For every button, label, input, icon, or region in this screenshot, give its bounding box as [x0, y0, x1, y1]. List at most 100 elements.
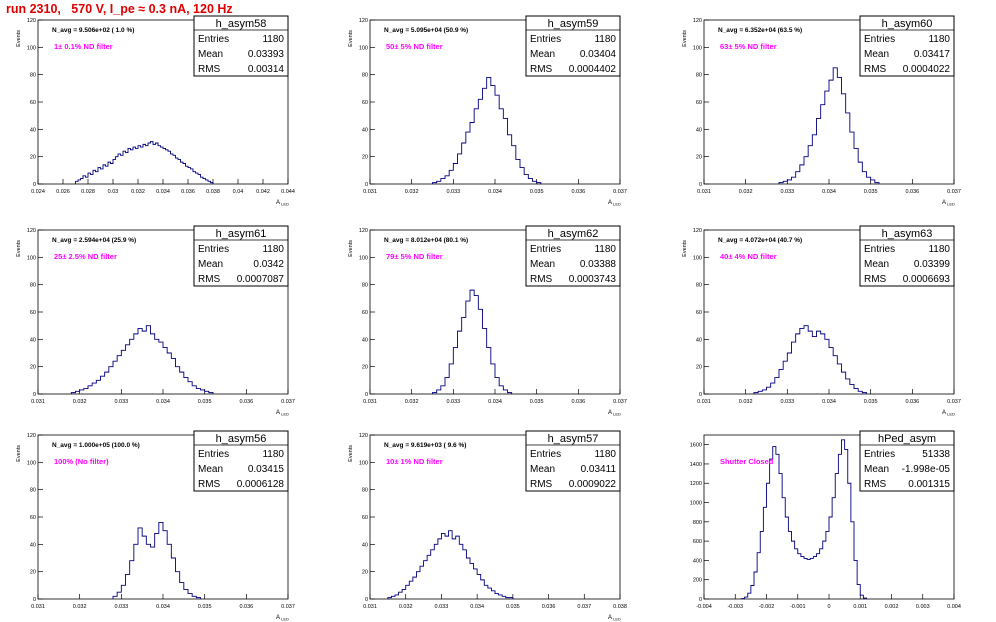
x-tick-label: 0.033 — [435, 604, 449, 610]
x-tick-label: 0.036 — [239, 399, 253, 405]
histogram-line — [753, 325, 867, 394]
x-tick-label: 0.042 — [256, 189, 270, 195]
y-tick-label: 40 — [696, 337, 702, 343]
histogram-panel-h_asym56: 0 20 40 60 80 100 120 0.031 0.032 0.033 0.034 0.035… — [16, 430, 295, 622]
histogram-panel-h_asym60: 0 20 40 60 80 100 120 0.031 0.032 0.033 0.034 0.035… — [682, 15, 961, 207]
y-tick-label: 80 — [30, 488, 36, 494]
x-tick-label: 0.04 — [233, 189, 244, 195]
n-avg-label: N_avg = 5.095e+04 (50.9 %) — [384, 27, 468, 34]
x-tick-label: 0.032 — [739, 189, 753, 195]
stat-mean-label: Mean — [530, 49, 555, 60]
x-tick-label: 0.034 — [822, 399, 836, 405]
stat-mean-label: Mean — [530, 464, 555, 475]
y-tick-label: 60 — [362, 310, 368, 316]
x-tick-label: 0.032 — [73, 604, 87, 610]
stat-entries-label: Entries — [864, 34, 895, 45]
y-axis-label: Events — [16, 240, 22, 257]
histogram-panel-h_asym61: 0 20 40 60 80 100 120 0.031 0.032 0.033 0.034 0.035… — [16, 225, 295, 417]
y-tick-label: 60 — [30, 100, 36, 106]
y-tick-label: 400 — [693, 558, 702, 564]
y-tick-label: 100 — [693, 45, 702, 51]
x-axis-label: A LED — [942, 200, 955, 207]
y-tick-label: 0 — [365, 597, 368, 603]
stat-mean-value: -1.998e-05 — [902, 464, 951, 475]
x-tick-label: 0.036 — [239, 604, 253, 610]
stat-entries-value: 1180 — [594, 449, 616, 460]
y-tick-label: 100 — [27, 45, 36, 51]
y-tick-label: 0 — [33, 597, 36, 603]
x-tick-label: 0.031 — [697, 189, 711, 195]
stats-box-frame — [193, 430, 289, 492]
stat-entries-label: Entries — [864, 244, 895, 255]
x-tick-label: 0.037 — [281, 604, 295, 610]
x-tick-label: 0.035 — [864, 399, 878, 405]
x-tick-label: 0.037 — [613, 189, 627, 195]
histogram-name: h_asym60 — [882, 18, 933, 30]
histogram-line — [741, 439, 867, 599]
y-tick-label: 40 — [30, 542, 36, 548]
histogram-panel-h_asym63: 0 20 40 60 80 100 120 0.031 0.032 0.033 0.034 0.035… — [682, 225, 961, 417]
x-axis-label: A LED — [608, 615, 621, 622]
x-tick-label: 0.037 — [613, 399, 627, 405]
histogram-panel-h_asym57: 0 20 40 60 80 100 120 0.031 0.032 0.033 0.034 0.035… — [348, 430, 627, 622]
y-tick-label: 40 — [362, 127, 368, 133]
histogram-name: h_asym63 — [882, 228, 933, 240]
stat-rms-value: 0.0007087 — [237, 274, 285, 285]
x-axis-label: A LED — [276, 615, 289, 622]
x-tick-label: 0.032 — [739, 399, 753, 405]
y-tick-label: 80 — [362, 488, 368, 494]
stat-entries-label: Entries — [198, 449, 229, 460]
filter-label: 100% (No filter) — [54, 457, 109, 466]
stats-box-frame — [859, 430, 955, 492]
y-tick-label: 40 — [362, 337, 368, 343]
n-avg-label: N_avg = 1.000e+05 (100.0 %) — [52, 442, 140, 449]
x-tick-label: 0.004 — [947, 604, 961, 610]
stats-box-frame — [193, 15, 289, 77]
y-tick-label: 20 — [696, 365, 702, 371]
x-tick-label: 0.031 — [31, 604, 45, 610]
y-tick-label: 60 — [696, 100, 702, 106]
y-tick-label: 120 — [27, 18, 36, 24]
x-tick-label: 0.001 — [853, 604, 867, 610]
y-tick-label: 120 — [27, 433, 36, 439]
y-tick-label: 100 — [359, 255, 368, 261]
x-tick-label: 0.033 — [780, 189, 794, 195]
y-tick-label: 100 — [27, 255, 36, 261]
y-tick-label: 80 — [362, 283, 368, 289]
histogram-panel-hPed_asym: 0 200 400 600 800 1000 1200 1400 1600 -0.004 -0.00… — [690, 430, 961, 610]
x-tick-label: 0 — [827, 604, 830, 610]
y-tick-label: 1200 — [690, 481, 702, 487]
histogram-line — [112, 522, 201, 599]
y-tick-label: 600 — [693, 539, 702, 545]
n-avg-label: N_avg = 4.072e+04 (40.7 %) — [718, 237, 802, 244]
y-tick-label: 60 — [30, 310, 36, 316]
y-tick-label: 80 — [30, 283, 36, 289]
histogram-panel-h_asym62: 0 20 40 60 80 100 120 0.031 0.032 0.033 0.034 0.035… — [348, 225, 627, 417]
y-axis-label: Events — [682, 240, 688, 257]
histogram-line — [432, 289, 513, 394]
stats-box: h_asym61 Entries 1180 Mean 0.0342 RMS 0.000708… — [193, 225, 289, 287]
y-tick-label: 20 — [30, 365, 36, 371]
x-tick-label: 0.035 — [530, 189, 544, 195]
stat-rms-label: RMS — [530, 64, 553, 75]
histogram-name: h_asym61 — [216, 228, 267, 240]
x-tick-label: 0.034 — [156, 604, 170, 610]
stats-box-frame — [193, 225, 289, 287]
stats-box: h_asym57 Entries 1180 Mean 0.03411 RMS 0.00090… — [525, 430, 621, 492]
x-tick-label: 0.034 — [156, 189, 170, 195]
y-tick-label: 40 — [362, 542, 368, 548]
n-avg-label: N_avg = 2.594e+04 (25.9 %) — [52, 237, 136, 244]
filter-label: 1± 0.1% ND filter — [54, 42, 113, 51]
x-tick-label: 0.031 — [697, 399, 711, 405]
y-tick-label: 80 — [30, 73, 36, 79]
stat-rms-value: 0.0009022 — [569, 479, 617, 490]
x-tick-label: 0.037 — [281, 399, 295, 405]
n-avg-label: N_avg = 6.352e+04 (63.5 %) — [718, 27, 802, 34]
stat-mean-value: 0.03388 — [580, 259, 617, 270]
stat-mean-label: Mean — [198, 464, 223, 475]
histogram-line — [778, 67, 880, 184]
y-tick-label: 120 — [359, 433, 368, 439]
y-tick-label: 80 — [696, 283, 702, 289]
x-tick-label: 0.036 — [181, 189, 195, 195]
stat-entries-value: 1180 — [262, 244, 284, 255]
